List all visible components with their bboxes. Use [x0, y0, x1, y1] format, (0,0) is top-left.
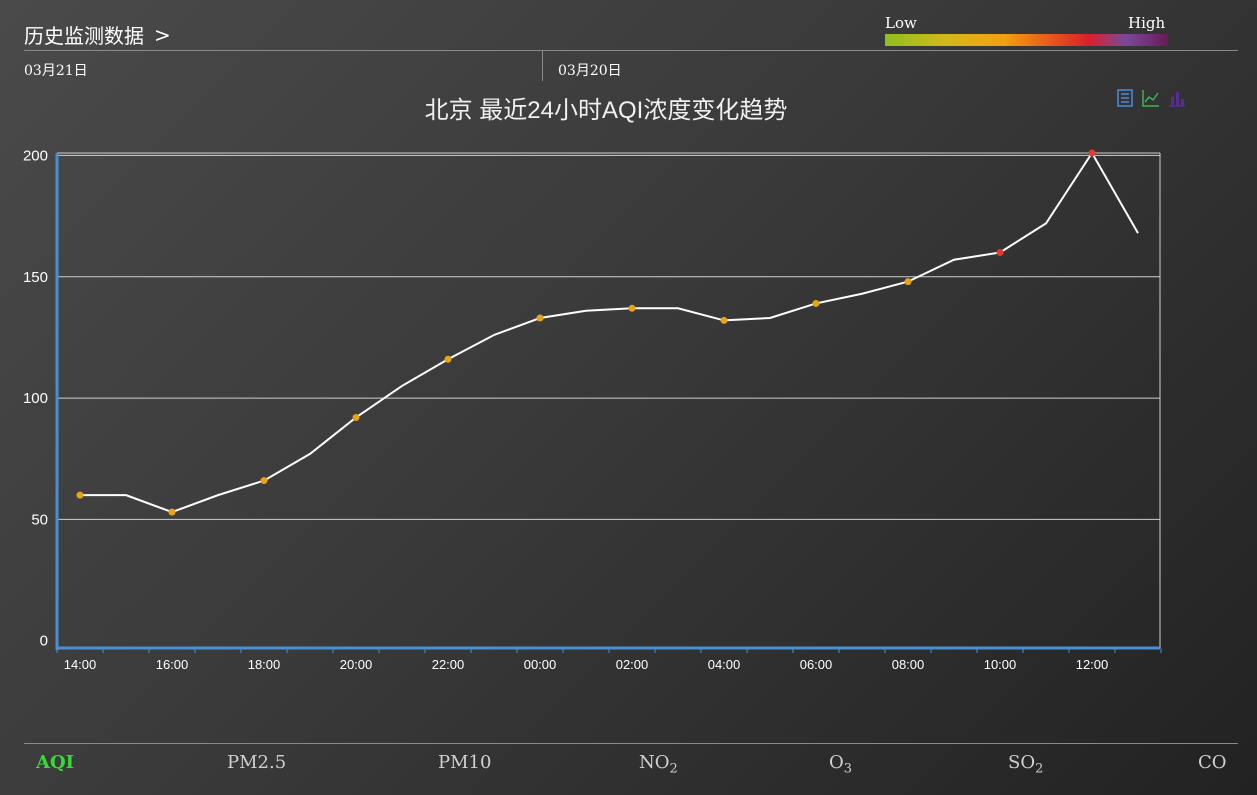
chart-title: 北京 最近24小时AQI浓度变化趋势: [424, 97, 788, 124]
legend-high-label: High: [1128, 14, 1166, 32]
x-tick-label: 00:00: [524, 657, 557, 672]
data-point: [904, 278, 912, 286]
x-tick-label: 04:00: [708, 657, 741, 672]
y-tick-label: 200: [23, 147, 48, 164]
data-point: [720, 316, 728, 324]
bar-chart-icon[interactable]: [1167, 88, 1187, 108]
data-point: [168, 508, 176, 516]
data-point: [260, 477, 268, 485]
x-tick-label: 22:00: [432, 657, 465, 672]
aqi-color-scale: [885, 34, 1168, 46]
tab-co[interactable]: CO: [1198, 752, 1227, 773]
aqi-series-line: [80, 151, 1139, 514]
x-tick-label: 06:00: [800, 657, 833, 672]
x-tick-label: 02:00: [616, 657, 649, 672]
data-point: [536, 314, 544, 322]
header-divider: [24, 50, 1238, 51]
pollutant-tabs: AQI PM2.5 PM10 NO2 O3 SO2 CO: [24, 752, 1238, 777]
legend-low-label: Low: [885, 14, 917, 32]
tabs-divider: [24, 743, 1238, 744]
x-tick-label: 14:00: [64, 657, 97, 672]
x-tick-label: 20:00: [340, 657, 373, 672]
date-label-left[interactable]: 03月21日: [24, 63, 88, 79]
history-data-title: 历史监测数据: [24, 24, 144, 48]
tab-aqi[interactable]: AQI: [36, 752, 75, 773]
aqi-line-chart: 0 50 100 150 200 14:00 16:00 18:00 20:00 22:00 00:…: [23, 147, 1162, 672]
y-tick-label: 100: [23, 390, 48, 407]
tab-pm10[interactable]: PM10: [438, 752, 492, 773]
y-tick-label: 150: [23, 269, 48, 286]
date-label-right[interactable]: 03月20日: [558, 63, 622, 79]
x-tick-label: 08:00: [892, 657, 925, 672]
data-point: [76, 491, 84, 499]
data-point: [444, 355, 452, 363]
tab-o3[interactable]: O3: [829, 752, 853, 777]
x-tick-label: 16:00: [156, 657, 189, 672]
data-point: [352, 413, 360, 421]
data-point: [628, 304, 636, 312]
data-point: [1088, 149, 1096, 157]
x-tick-label: 10:00: [984, 657, 1017, 672]
tab-no2[interactable]: NO2: [639, 752, 678, 777]
tab-pm25[interactable]: PM2.5: [227, 752, 287, 773]
y-tick-label: 50: [31, 511, 48, 528]
chart-toolbox: [1115, 88, 1187, 108]
chevron-right-icon: >: [154, 22, 171, 47]
line-chart-icon[interactable]: [1141, 88, 1161, 108]
date-divider: [542, 51, 543, 81]
history-data-link[interactable]: 历史监测数据 >: [24, 20, 171, 49]
x-tick-label: 18:00: [248, 657, 281, 672]
data-view-icon[interactable]: [1115, 88, 1135, 108]
data-point: [996, 248, 1004, 256]
data-point: [812, 299, 820, 307]
y-tick-label: 0: [40, 633, 48, 650]
x-tick-label: 12:00: [1076, 657, 1109, 672]
tab-so2[interactable]: SO2: [1008, 752, 1044, 777]
